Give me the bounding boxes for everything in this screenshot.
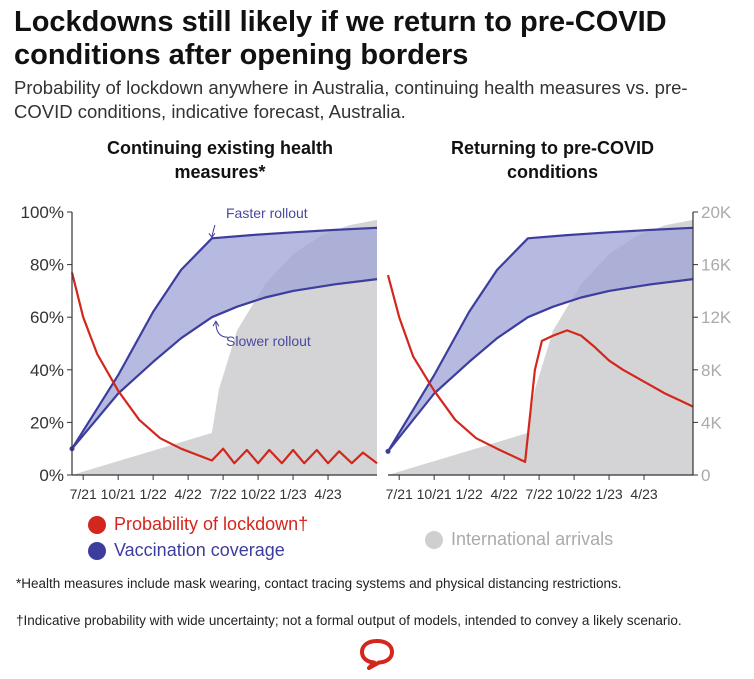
legend-vaccination: Vaccination coverage: [88, 540, 285, 561]
x-tick-label-0-3: 4/22: [174, 486, 201, 502]
y-left-tick-label-0: 0%: [39, 466, 64, 485]
legend-lockdown-label: Probability of lockdown†: [114, 514, 309, 534]
faster-rollout-pointer: [211, 224, 216, 237]
y-right-tick-label-4: 16K: [701, 256, 732, 275]
x-tick-label-0-4: 7/22: [209, 486, 236, 502]
x-tick-label-0-2: 1/22: [140, 486, 167, 502]
vaccination-start-point-1: [385, 448, 391, 454]
x-tick-label-1-2: 1/22: [456, 486, 483, 502]
x-tick-label-0-0: 7/21: [70, 486, 97, 502]
x-tick-label-1-6: 1/23: [595, 486, 622, 502]
chart-title: Lockdowns still likely if we return to p…: [14, 6, 667, 71]
x-tick-label-0-6: 1/23: [279, 486, 306, 502]
grey-dot-icon: [425, 530, 443, 549]
red-dot-icon: [88, 515, 106, 534]
y-right-tick-label-3: 12K: [701, 308, 732, 327]
speech-bubble-logo-icon: [360, 639, 394, 670]
panel-title-left: Continuing existing health measures*: [107, 138, 333, 182]
x-tick-label-0-5: 10/22: [241, 486, 276, 502]
footnote-indicative: †Indicative probability with wide uncert…: [16, 613, 682, 628]
lockdown-line-0: [70, 272, 378, 465]
y-right-tick-label-5: 20K: [701, 203, 732, 222]
vaccination-slow-line-0: [71, 278, 378, 450]
legend-lockdown: Probability of lockdown†: [88, 514, 308, 535]
vaccination-band-1: [388, 227, 693, 452]
y-left-tick-label-5: 100%: [21, 203, 64, 222]
faster-rollout-arrowhead: [208, 233, 216, 239]
vaccination-fast-line-0: [71, 226, 378, 450]
y-left-tick-label-1: 20%: [30, 413, 64, 432]
annotation-slower-rollout: Slower rollout: [226, 333, 311, 349]
x-tick-label-1-4: 7/22: [525, 486, 552, 502]
lockdown-line-1: [386, 274, 694, 463]
slower-rollout-pointer: [215, 322, 228, 338]
chart-canvas: 7/21 10/21 1/22 4/22 7/22 10/22 1/23 4/230%20%4…: [21, 203, 732, 502]
annotation-faster-rollout: Faster rollout: [226, 205, 308, 221]
y-left-tick-label-3: 60%: [30, 308, 64, 327]
y-left-tick-label-2: 40%: [30, 361, 64, 380]
x-tick-label-1-5: 10/22: [557, 486, 592, 502]
slower-rollout-arrowhead: [212, 320, 220, 327]
chart-subtitle: Probability of lockdown anywhere in Aust…: [14, 77, 688, 122]
vaccination-slow-line-1: [387, 278, 694, 452]
blue-dot-icon: [88, 541, 106, 560]
vaccination-band-0: [72, 227, 377, 449]
y-right-tick-label-0: 0: [701, 466, 710, 485]
x-tick-label-1-3: 4/22: [490, 486, 517, 502]
x-tick-label-1-1: 10/21: [417, 486, 452, 502]
x-tick-label-1-7: 4/23: [630, 486, 657, 502]
footnote-health-measures: *Health measures include mask wearing, c…: [16, 576, 622, 591]
panel-title-right: Returning to pre-COVID conditions: [451, 138, 654, 182]
y-right-tick-label-1: 4K: [701, 413, 722, 432]
y-left-tick-label-4: 80%: [30, 256, 64, 275]
vaccination-fast-line-1: [387, 226, 694, 452]
legend-arrivals: International arrivals: [425, 529, 613, 550]
legend-arrivals-label: International arrivals: [451, 529, 614, 549]
x-tick-label-0-1: 10/21: [101, 486, 136, 502]
x-tick-label-1-0: 7/21: [386, 486, 413, 502]
y-right-tick-label-2: 8K: [701, 361, 722, 380]
x-tick-label-0-7: 4/23: [314, 486, 341, 502]
legend-vaccination-label: Vaccination coverage: [114, 540, 285, 560]
